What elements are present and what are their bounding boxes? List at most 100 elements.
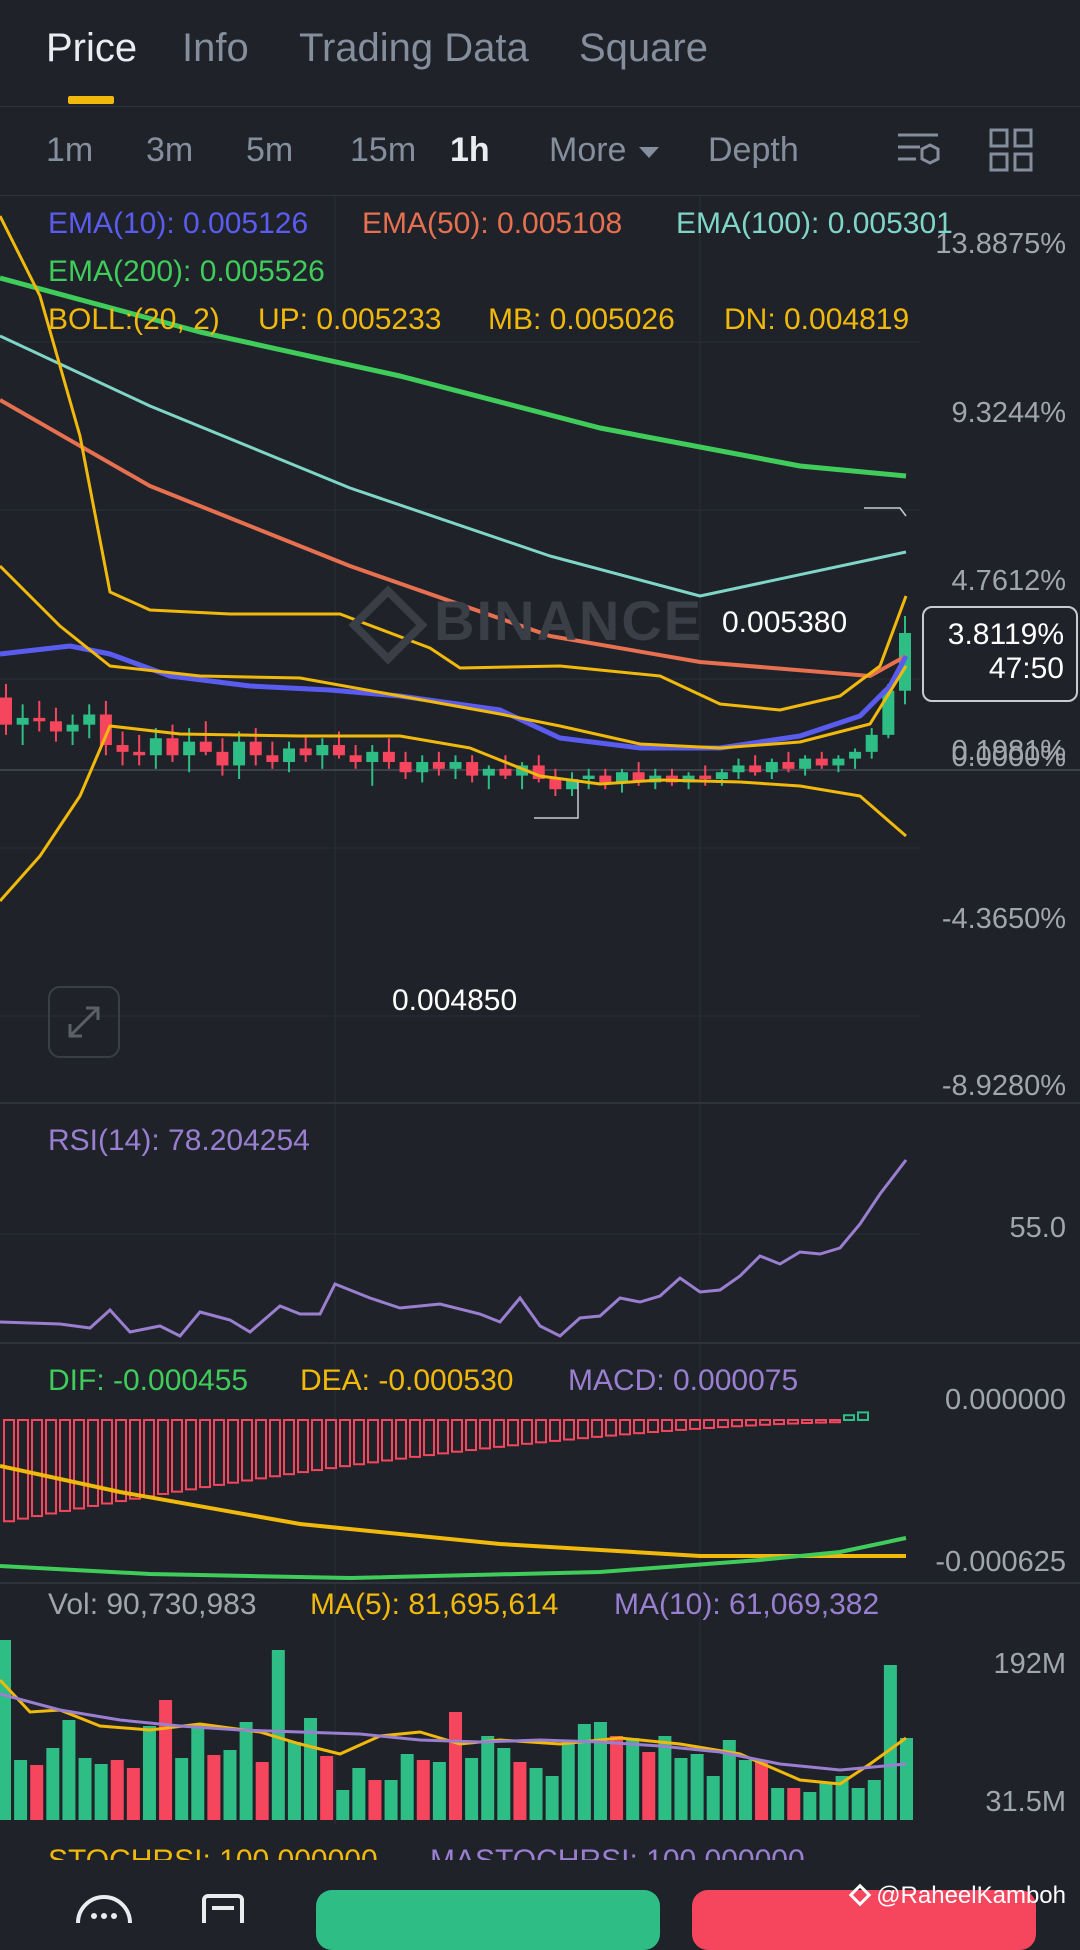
volume-bar — [819, 1782, 833, 1820]
candle-body — [49, 721, 62, 732]
more-dropdown[interactable]: More — [549, 131, 662, 170]
macd-histogram-bar — [829, 1419, 841, 1424]
fullscreen-button[interactable] — [48, 986, 120, 1058]
candle-body — [299, 748, 312, 756]
candle-body — [199, 741, 212, 752]
diamond-icon — [848, 1883, 872, 1907]
macd-histogram-bar — [129, 1419, 141, 1500]
tab-info[interactable]: Info — [182, 26, 249, 70]
tab-trading-data[interactable]: Trading Data — [299, 26, 529, 70]
macd-histogram-bar — [759, 1419, 771, 1426]
interval-1m[interactable]: 1m — [46, 131, 94, 169]
candle-body — [216, 751, 229, 766]
chat-icon[interactable] — [76, 1892, 132, 1923]
volume-bar — [0, 1640, 11, 1820]
macd-label: MACD: 0.000075 — [568, 1364, 799, 1397]
candle-body — [615, 772, 628, 783]
current-price-box: 3.8119% 47:50 — [922, 606, 1078, 702]
volume-bar — [384, 1780, 398, 1820]
price-chart[interactable] — [0, 196, 1080, 1106]
interval-3m[interactable]: 3m — [146, 131, 194, 169]
volume-bar — [658, 1736, 672, 1820]
tab-square[interactable]: Square — [579, 26, 708, 70]
volume-bar — [175, 1758, 189, 1820]
candle-body — [349, 755, 362, 763]
macd-histogram-bar — [507, 1419, 519, 1447]
candle-body — [0, 697, 12, 725]
volume-bar — [577, 1724, 591, 1820]
candle-body — [466, 762, 479, 776]
rsi-axis: 55.0 — [1009, 1212, 1066, 1244]
macd-histogram-bar — [633, 1419, 645, 1435]
macd-histogram-bar — [535, 1419, 547, 1444]
buy-button[interactable] — [316, 1890, 660, 1950]
volume-bar — [142, 1726, 156, 1820]
volume-bar — [771, 1788, 785, 1820]
vol-label: Vol: 90,730,983 — [48, 1588, 257, 1621]
candle-body — [499, 768, 512, 776]
binance-watermark: BINANCE — [348, 585, 704, 665]
volume-bar — [110, 1760, 124, 1820]
volume-bar — [207, 1755, 221, 1820]
candle-body — [449, 762, 462, 769]
price-axis-2: 9.3244% — [951, 397, 1067, 429]
candle-body — [799, 758, 812, 769]
order-book-icon[interactable] — [200, 1894, 248, 1923]
candle-body — [283, 748, 296, 763]
candle-body — [116, 745, 129, 752]
volume-bar — [722, 1740, 736, 1820]
volume-bar — [304, 1718, 318, 1820]
price-axis-4: 0.1981% — [951, 735, 1067, 767]
candle-body — [815, 758, 828, 766]
candle-body — [699, 775, 712, 780]
macd-histogram-bar — [773, 1419, 785, 1426]
volume-bar — [900, 1738, 913, 1820]
volume-bar — [610, 1736, 624, 1820]
credit-watermark: @RaheelKamboh — [848, 1882, 1066, 1910]
candle-body — [399, 762, 412, 773]
macd-histogram-bar — [199, 1419, 211, 1489]
layout-grid-icon[interactable] — [988, 127, 1034, 173]
volume-bar — [336, 1790, 350, 1820]
watermark-text: BINANCE — [434, 589, 704, 652]
candle-body — [432, 762, 445, 769]
volume-bar — [223, 1750, 237, 1820]
candle-body — [749, 765, 762, 773]
volume-bar — [191, 1724, 205, 1820]
ema200-label: EMA(200): 0.005526 — [48, 255, 325, 288]
high-leader-line — [864, 507, 907, 517]
macd-histogram-bar — [451, 1419, 463, 1453]
volume-bar — [481, 1736, 495, 1820]
macd-histogram-bar — [661, 1419, 673, 1432]
indicator-settings-icon[interactable] — [894, 127, 942, 173]
macd-histogram-bar — [283, 1419, 295, 1476]
interval-5m[interactable]: 5m — [246, 131, 294, 169]
volume-bar — [30, 1765, 44, 1820]
volume-bar — [593, 1722, 607, 1820]
candle-body — [516, 765, 529, 776]
macd-histogram-bar — [171, 1419, 183, 1493]
ema200-line — [0, 275, 907, 479]
candle-body — [682, 775, 695, 783]
interval-1h[interactable]: 1h — [450, 131, 490, 169]
rsi-chart — [0, 1104, 920, 1340]
tab-price[interactable]: Price — [46, 26, 138, 70]
dea-label: DEA: -0.000530 — [300, 1364, 514, 1397]
volume-bar — [94, 1764, 108, 1820]
macd-histogram-bar — [857, 1411, 869, 1422]
macd-histogram-bar — [647, 1419, 659, 1434]
candle-body — [566, 779, 579, 790]
volume-bar — [883, 1665, 897, 1820]
interval-15m[interactable]: 15m — [350, 131, 417, 169]
depth-tab[interactable]: Depth — [708, 131, 799, 169]
volume-bar — [432, 1762, 446, 1820]
macd-histogram-bar — [423, 1419, 435, 1457]
macd-histogram-bar — [493, 1419, 505, 1448]
macd-histogram-bar — [675, 1419, 687, 1431]
rsi-line — [0, 1159, 908, 1338]
countdown: 47:50 — [988, 652, 1064, 685]
candle-body — [66, 724, 79, 732]
macd-histogram-bar — [311, 1419, 323, 1472]
macd-axis-bottom: -0.000625 — [935, 1546, 1066, 1578]
macd-histogram-bar — [45, 1419, 57, 1515]
